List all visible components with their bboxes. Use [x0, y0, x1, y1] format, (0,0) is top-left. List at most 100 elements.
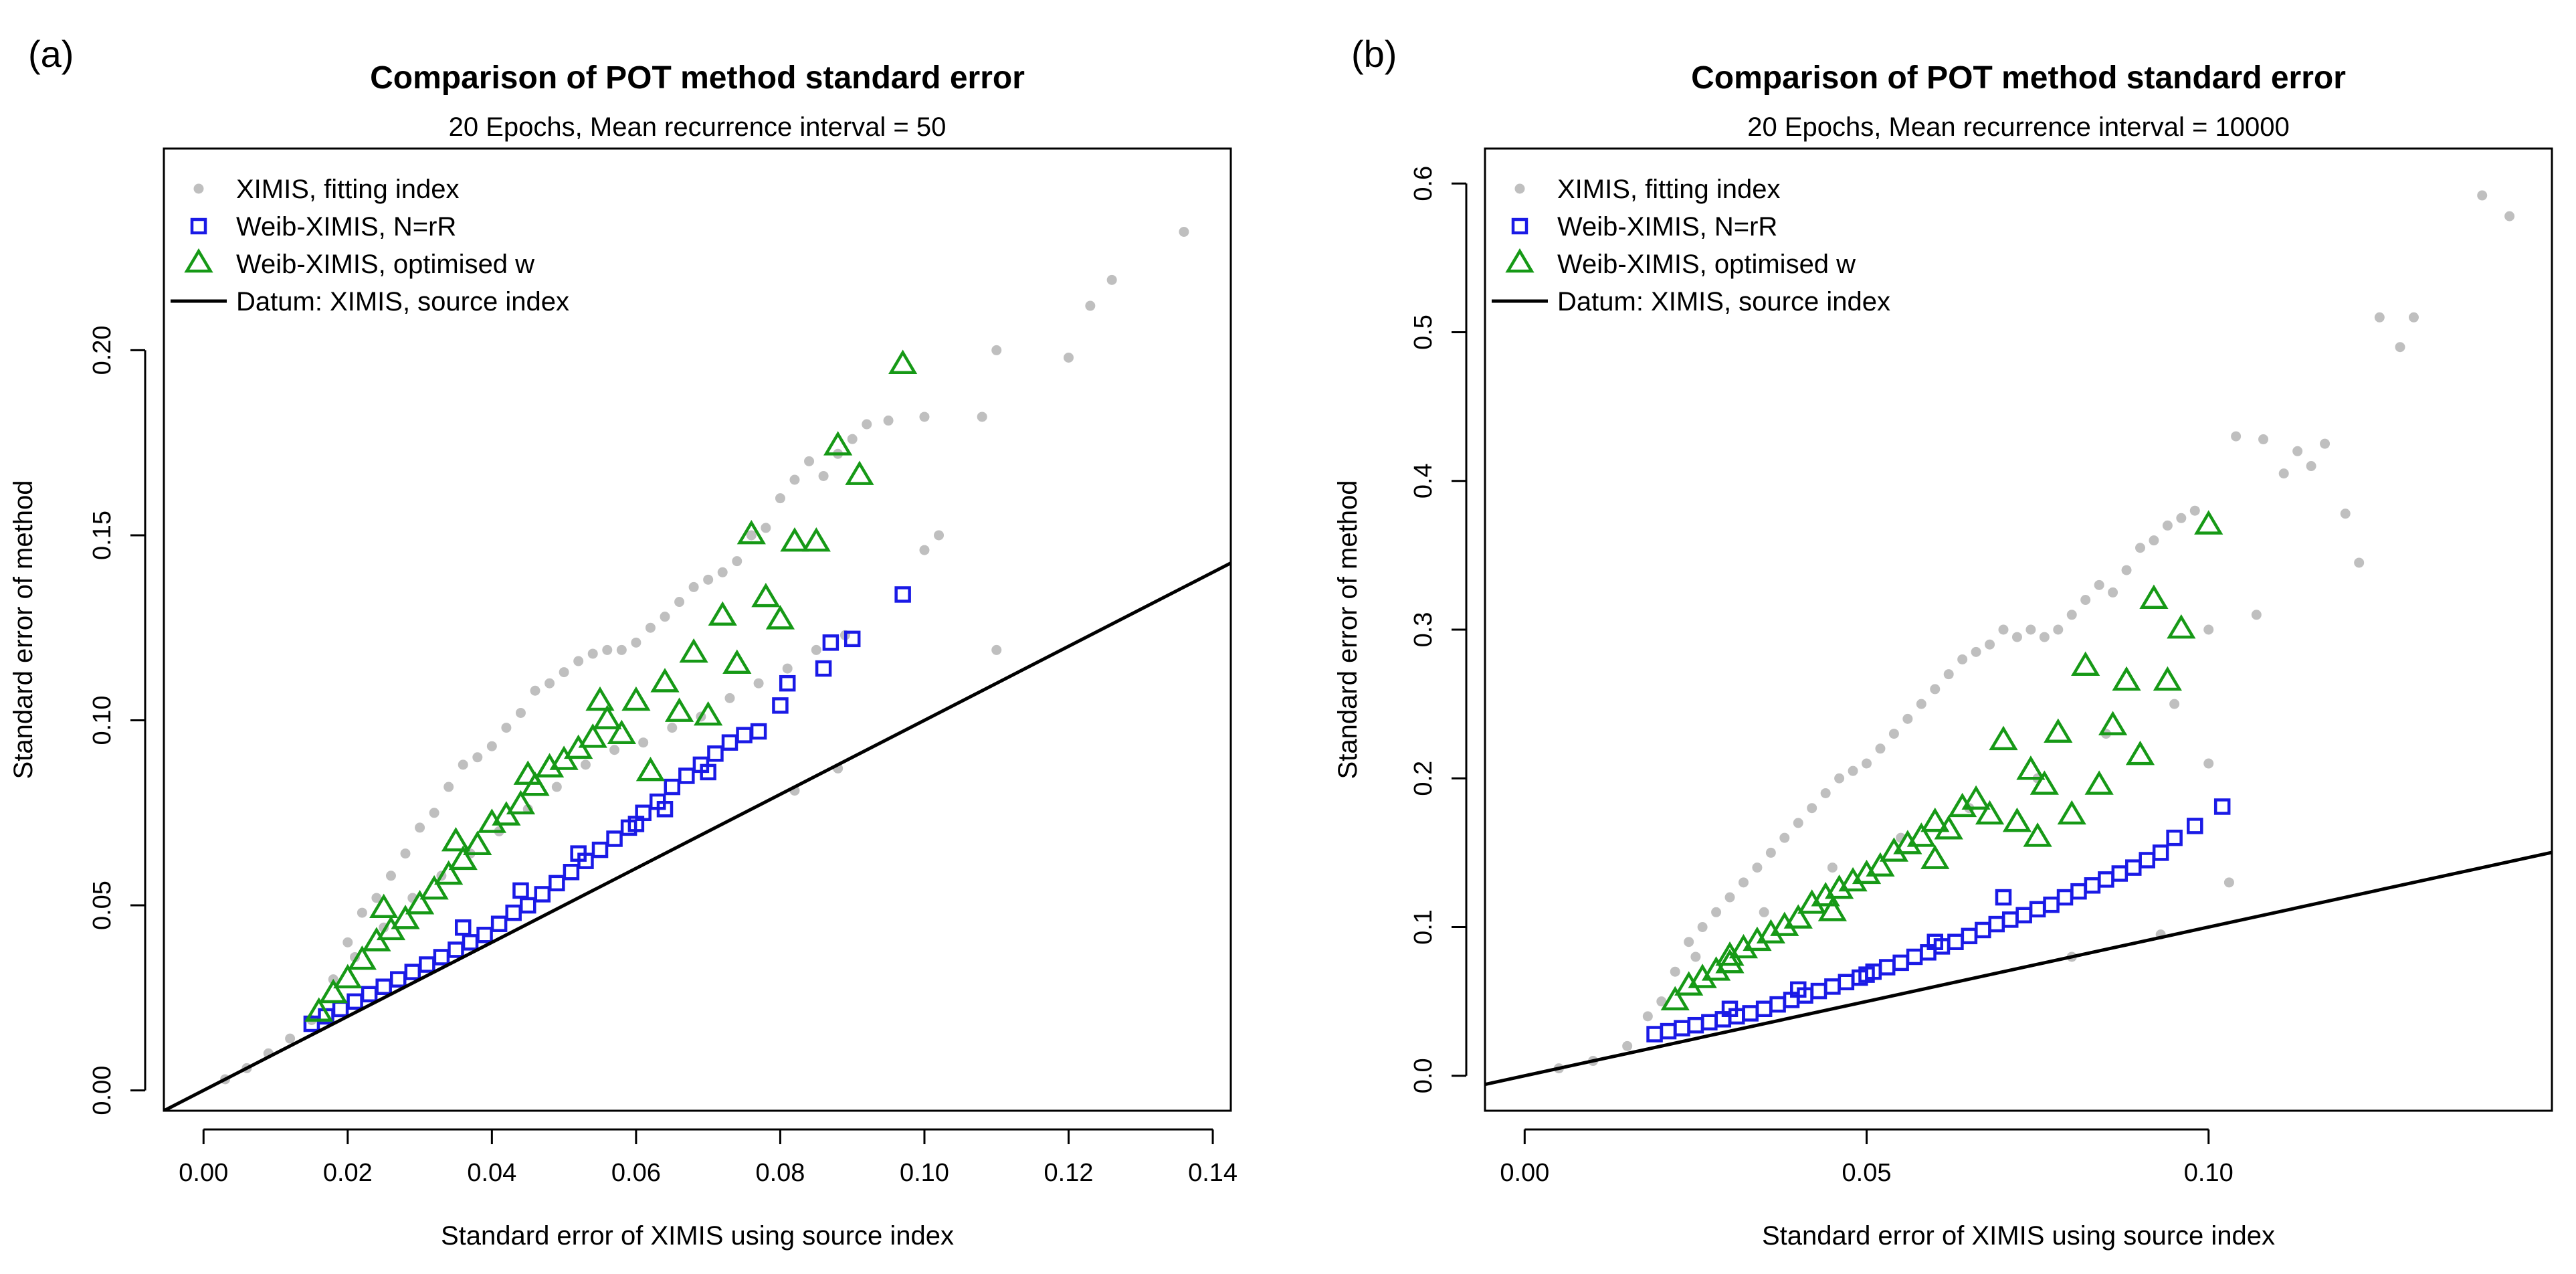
data-point — [1728, 933, 1759, 959]
data-point — [448, 941, 464, 958]
data-point — [1674, 971, 1704, 996]
data-point — [2001, 911, 2019, 928]
data-point — [512, 882, 529, 899]
data-point — [434, 860, 464, 885]
chart-subtitle: 20 Epochs, Mean recurrence interval = 10… — [1747, 112, 2290, 142]
data-point — [688, 581, 699, 592]
data-point — [1975, 800, 2005, 825]
data-point — [2098, 711, 2128, 735]
data-point — [822, 634, 839, 651]
data-point — [390, 971, 407, 988]
data-point — [732, 556, 742, 567]
data-point — [2111, 865, 2128, 882]
x-tick-label: 0.02 — [323, 1159, 373, 1187]
data-point — [2029, 770, 2059, 795]
series-square — [1646, 798, 2231, 1042]
data-point — [804, 456, 815, 466]
data-point — [1724, 892, 1735, 903]
y-tick-label: 0.15 — [88, 511, 116, 560]
data-point — [862, 419, 872, 430]
legend-entry: Weib-XIMIS, N=rR — [236, 212, 456, 242]
data-point — [2029, 901, 2046, 918]
data-point — [1998, 624, 2009, 635]
data-point — [1701, 1014, 1718, 1031]
data-point — [570, 845, 587, 862]
y-tick-label: 0.20 — [88, 325, 116, 375]
data-point — [2166, 829, 2183, 846]
data-point — [458, 759, 468, 770]
series-triangle — [304, 349, 918, 1022]
data-point — [703, 574, 714, 585]
data-point — [2251, 610, 2262, 620]
data-point — [934, 530, 945, 541]
data-point — [1656, 996, 1667, 1007]
data-point — [2016, 755, 2046, 780]
y-tick-label: 0.1 — [1409, 909, 1438, 945]
data-point — [782, 663, 793, 674]
data-point — [2023, 822, 2052, 847]
data-point — [2153, 666, 2183, 691]
data-point — [2125, 740, 2155, 765]
data-point — [443, 782, 454, 792]
data-point — [1838, 974, 1855, 990]
data-point — [2167, 614, 2196, 639]
data-point — [2011, 632, 2022, 642]
data-point — [721, 734, 738, 751]
data-point — [2340, 509, 2351, 519]
data-point — [1752, 862, 1763, 873]
data-point — [2320, 438, 2331, 449]
data-point — [441, 827, 471, 852]
data-point — [823, 431, 853, 456]
data-point — [2213, 798, 2231, 815]
data-point — [1878, 959, 1896, 976]
data-point — [2477, 190, 2488, 201]
legend: XIMIS, fitting index Weib-XIMIS, N=rR Weib… — [1492, 175, 1890, 316]
data-point — [1879, 837, 1909, 862]
y-tick-label: 0.4 — [1409, 463, 1438, 498]
data-point — [1688, 964, 1717, 988]
plot-area — [1485, 190, 2552, 1087]
data-point — [660, 612, 670, 622]
data-point — [1660, 986, 1690, 1011]
data-point — [694, 701, 723, 726]
data-point — [2044, 718, 2073, 743]
data-point — [544, 678, 555, 689]
data-point — [2098, 871, 2114, 888]
data-point — [580, 759, 591, 770]
data-point — [1930, 684, 1941, 695]
y-tick-label: 0.3 — [1409, 612, 1438, 648]
data-point — [2292, 446, 2303, 456]
data-point — [559, 667, 569, 678]
data-point — [2408, 312, 2419, 323]
data-point — [2125, 859, 2142, 876]
y-tick-label: 0.0 — [1409, 1058, 1438, 1093]
data-point — [708, 601, 737, 626]
data-point — [1684, 937, 1694, 947]
data-point — [750, 723, 767, 740]
data-point — [991, 345, 1002, 355]
data-point — [1888, 729, 1899, 739]
data-point — [1085, 300, 1096, 311]
data-point — [2504, 211, 2515, 221]
data-point — [472, 752, 483, 763]
data-point — [551, 782, 562, 792]
data-point — [2056, 889, 2074, 906]
data-point — [1995, 889, 2012, 906]
data-point — [1715, 949, 1745, 974]
data-point — [736, 727, 753, 743]
data-point — [1875, 743, 1886, 754]
data-point — [1948, 792, 1977, 818]
data-point — [607, 719, 636, 745]
data-point — [513, 760, 542, 785]
data-point — [2258, 434, 2269, 445]
data-point — [342, 937, 353, 947]
data-point — [1893, 830, 1922, 854]
data-point — [1769, 996, 1786, 1013]
data-point — [2084, 877, 2101, 894]
data-point — [1755, 1000, 1773, 1018]
x-tick-label: 0.14 — [1188, 1159, 1237, 1187]
data-point — [679, 638, 708, 663]
panel-label: (a) — [28, 33, 74, 75]
data-point — [573, 656, 584, 666]
data-point — [1961, 785, 1991, 810]
